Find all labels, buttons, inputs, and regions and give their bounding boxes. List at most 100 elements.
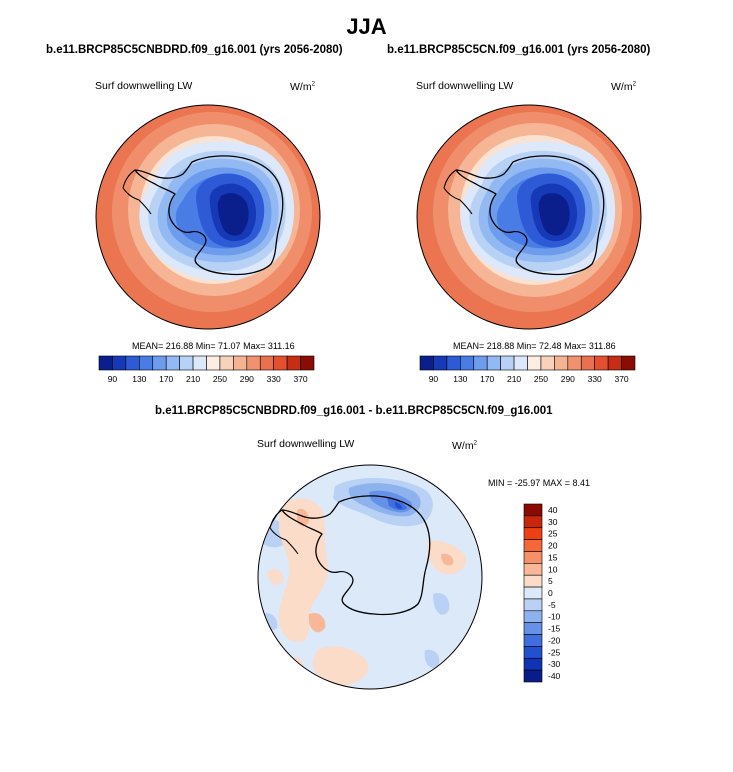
panel-1-colorbar-tick-label: 170 (159, 374, 173, 384)
panel-1-title: b.e11.BRCP85C5CNBDRD.f09_g16.001 (yrs 20… (46, 44, 343, 56)
panel-3-colorbar-swatch (523, 515, 543, 529)
panel-2-colorbar-tick-label: 210 (507, 374, 521, 384)
panel-3-colorbar-swatch (523, 646, 543, 659)
panel-3-colorbar-swatch (523, 586, 543, 600)
panel-3-colorbar-tick-label: -25 (548, 647, 561, 657)
panel-2-colorbar-swatch (433, 355, 448, 371)
panel-3-colorbar-tick-label: 20 (548, 541, 558, 551)
panel-1-colorbar-tick-label: 250 (213, 374, 227, 384)
panel-3-colorbar-swatch (523, 503, 543, 517)
panel-2-colorbar-ticks: 90 130 170 210 250 290 330 370 (429, 374, 629, 384)
panel-1-colorbar-tick-label: 330 (267, 374, 281, 384)
panel-2-colorbar-swatch (580, 355, 595, 371)
panel-2-colorbar-tick-label: 250 (534, 374, 548, 384)
panel-1-colorbar-tick-label: 210 (186, 374, 200, 384)
panel-2-colorbar-swatch (460, 355, 475, 371)
panel-3-colorbar-tick-label: -15 (548, 624, 561, 634)
panel-1-colorbar-swatch (179, 355, 194, 371)
panel-1-colorbar (98, 355, 315, 371)
panel-3-colorbar-tick-label: -20 (548, 635, 561, 645)
panel-2-colorbar-swatch (513, 355, 528, 371)
panel-3-colorbar-swatch (523, 574, 543, 588)
panel-3-colorbar-tick-label: -30 (548, 659, 561, 669)
panel-1-colorbar-swatch (273, 355, 288, 371)
panel-3-variable-label: Surf downwelling LW (257, 438, 355, 450)
panel-3-colorbar-tick-label: -40 (548, 671, 561, 681)
panel-2-colorbar-swatch (500, 355, 515, 371)
panel-1-colorbar-swatch (206, 355, 221, 371)
panel-3-colorbar-tick-label: 15 (548, 552, 558, 562)
panel-1-colorbar-swatch (165, 355, 180, 371)
panel-1-colorbar-ticks: 90 130 170 210 250 290 330 370 (108, 374, 308, 384)
panel-3-colorbar-tick-label: 0 (548, 588, 553, 598)
panel-2-colorbar-swatch (594, 355, 609, 371)
panel-3-colorbar-swatch (523, 634, 543, 647)
panel-2-colorbar-swatch (540, 355, 555, 371)
panel-3-title: b.e11.BRCP85C5CNBDRD.f09_g16.001 - b.e11… (155, 405, 553, 417)
panel-1-colorbar-tick-label: 370 (293, 374, 307, 384)
panel-3-colorbar-swatch (523, 539, 543, 552)
panel-2-colorbar-swatch (473, 355, 488, 371)
panel-1-stats: MEAN= 216.88 Min= 71.07 Max= 311.16 (132, 341, 295, 351)
panel-1-units: W/m2 (290, 81, 315, 93)
panel-3-colorbar-swatch (523, 610, 543, 623)
panel-3-colorbar-tick-label: 5 (548, 576, 553, 586)
panel-1-colorbar-swatch (246, 355, 261, 371)
panel-1-colorbar-swatch (152, 355, 167, 371)
panel-1-colorbar-swatch (125, 355, 140, 371)
panel-3-colorbar-tick-label: 10 (548, 564, 558, 574)
panel-1-colorbar-swatch (300, 355, 315, 371)
panel-2-variable-label: Surf downwelling LW (416, 80, 514, 92)
panel-1-colorbar-swatch (112, 355, 127, 371)
panel-3-colorbar-swatch (523, 622, 543, 635)
panel-2-colorbar-swatch (554, 355, 569, 371)
panel-1-colorbar-tick-label: 290 (240, 374, 254, 384)
panel-2-stats: MEAN= 218.88 Min= 72.48 Max= 311.86 (453, 341, 616, 351)
panel-3-colorbar-swatch (523, 563, 543, 576)
panel-2-colorbar-swatch (486, 355, 501, 371)
panel-2-units: W/m2 (611, 81, 636, 93)
panel-1-colorbar-tick-label: 90 (108, 374, 118, 384)
figure-title: JJA (346, 14, 387, 39)
panel-3-colorbar-tick-label: -10 (548, 612, 561, 622)
panel-1-variable-label: Surf downwelling LW (95, 80, 193, 92)
panel-3-colorbar-swatch (523, 598, 543, 612)
panel-3-colorbar-swatch (523, 527, 543, 540)
panel-2-colorbar-swatch (607, 355, 622, 371)
panel-3-colorbar-swatch (523, 657, 543, 671)
panel-1-colorbar-swatch (98, 355, 113, 371)
panel-2-colorbar-tick-label: 370 (614, 374, 628, 384)
panel-2-colorbar-swatch (446, 355, 461, 371)
panel-1-colorbar-swatch (233, 355, 248, 371)
panel-3-colorbar (523, 503, 543, 683)
panel-2-colorbar-swatch (567, 355, 582, 371)
panel-2-colorbar (419, 355, 636, 371)
panel-2-colorbar-tick-label: 330 (588, 374, 602, 384)
panel-1-colorbar-swatch (259, 355, 274, 371)
panel-1-colorbar-tick-label: 130 (132, 374, 146, 384)
panel-2-colorbar-swatch (527, 355, 542, 371)
panel-2-polar-map (416, 104, 642, 330)
panel-3-colorbar-swatch (523, 669, 543, 683)
panel-1-colorbar-swatch (219, 355, 234, 371)
panel-3-colorbar-tick-label: 30 (548, 517, 558, 527)
panel-2-title: b.e11.BRCP85C5CN.f09_g16.001 (yrs 2056-2… (387, 44, 651, 56)
panel-2-colorbar-tick-label: 290 (561, 374, 575, 384)
panel-2-colorbar-tick-label: 170 (480, 374, 494, 384)
panel-3-colorbar-tick-label: 40 (548, 505, 558, 515)
panel-2-colorbar-tick-label: 130 (453, 374, 467, 384)
panel-2-colorbar-swatch (419, 355, 434, 371)
panel-3-polar-map (257, 464, 483, 690)
panel-1-colorbar-swatch (286, 355, 301, 371)
panel-3-colorbar-swatch (523, 551, 543, 564)
panel-1-polar-map (95, 104, 321, 330)
panel-2-colorbar-tick-label: 90 (429, 374, 439, 384)
panel-3-units: W/m2 (452, 440, 477, 452)
panel-1-colorbar-swatch (192, 355, 207, 371)
panel-3-colorbar-tick-label: -5 (548, 600, 556, 610)
panel-3-stats: MIN = -25.97 MAX = 8.41 (488, 478, 591, 488)
panel-1-colorbar-swatch (139, 355, 154, 371)
panel-3-colorbar-tick-label: 25 (548, 529, 558, 539)
panel-2-colorbar-swatch (621, 355, 636, 371)
